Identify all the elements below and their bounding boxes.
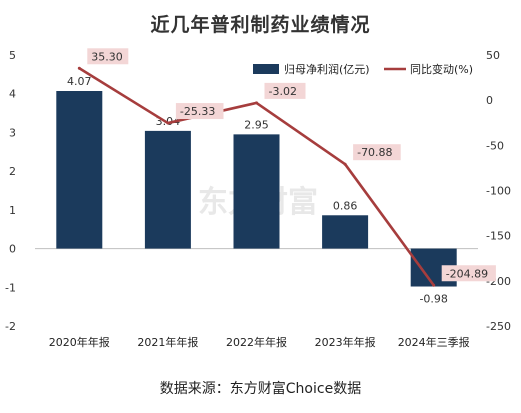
line-point <box>166 121 170 125</box>
line-label-bg <box>441 265 496 282</box>
bar <box>322 215 369 249</box>
x-category-label: 2021年年报 <box>137 335 198 349</box>
y-left-tick-label: -2 <box>5 320 16 333</box>
bar-value-label: 2.95 <box>244 118 269 131</box>
y-right-tick-label: 50 <box>486 49 500 62</box>
line-label-bg <box>264 82 306 99</box>
y-left-tick-label: 5 <box>9 49 16 62</box>
y-right-tick-label: -150 <box>486 230 511 243</box>
bar <box>144 130 191 249</box>
line-label-bg <box>175 103 224 120</box>
y-right-tick-label: -250 <box>486 320 511 333</box>
x-category-label: 2024年三季报 <box>398 335 470 349</box>
line-value-label: -3.02 <box>269 85 297 98</box>
y-right-tick-label: -100 <box>486 185 511 198</box>
line-value-label: 35.30 <box>91 50 123 63</box>
x-category-label: 2023年年报 <box>315 335 376 349</box>
line-label-bg <box>353 144 401 161</box>
x-category-label: 2022年年报 <box>226 335 287 349</box>
line-value-label: -25.33 <box>180 105 215 118</box>
line-point <box>432 283 436 287</box>
bar-value-label: 0.86 <box>333 199 358 212</box>
data-source: 数据来源：东方财富Choice数据 <box>159 381 362 397</box>
chart-title: 近几年普利制药业绩情况 <box>150 14 371 36</box>
x-category-label: 2020年年报 <box>49 335 110 349</box>
y-left-tick-label: 0 <box>9 243 16 256</box>
line-point <box>77 66 81 70</box>
legend-bar-label: 归母净利润(亿元) <box>284 62 370 76</box>
line-value-label: -204.89 <box>446 267 488 280</box>
legend-line-label: 同比变动(%) <box>410 62 473 76</box>
y-left-tick-label: 3 <box>9 126 16 139</box>
line-value-label: -70.88 <box>357 146 392 159</box>
y-right-tick-label: 0 <box>486 94 493 107</box>
y-left-tick-label: 2 <box>9 165 16 178</box>
bar-value-label: 4.07 <box>67 75 92 88</box>
bar <box>56 91 103 249</box>
y-left-tick-label: 1 <box>9 204 16 217</box>
line-label-bg <box>87 48 129 65</box>
y-left-tick-label: 4 <box>9 88 16 101</box>
y-right-tick-label: -50 <box>486 139 504 152</box>
bar <box>233 134 280 249</box>
bar-value-label: -0.98 <box>419 293 447 306</box>
line-point <box>255 101 258 105</box>
legend-bar-swatch <box>253 64 279 74</box>
line-point <box>343 162 347 166</box>
y-left-tick-label: -1 <box>5 281 16 294</box>
